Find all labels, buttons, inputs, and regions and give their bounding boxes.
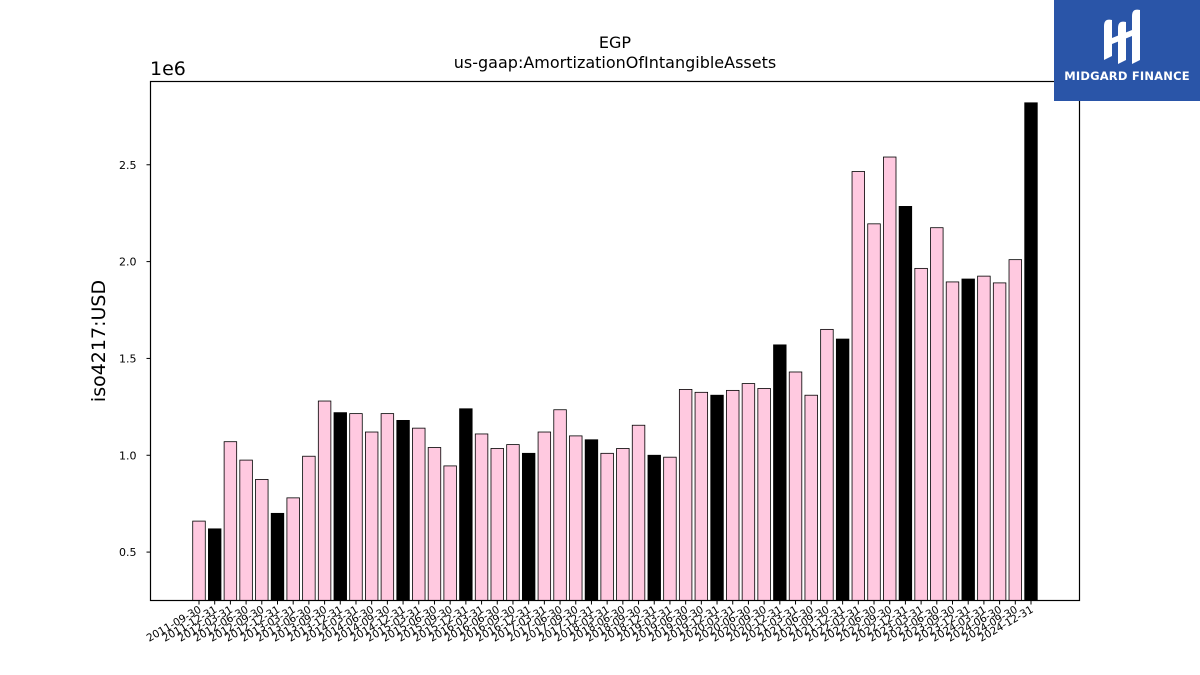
bar-2014-06-30 [364,431,379,601]
bars-group [192,102,1038,601]
bar-2022-03-31 [851,171,865,601]
bar-2015-03-31 [412,427,426,601]
bar-2019-09-30 [694,391,709,601]
bar-2018-03-31 [600,452,614,601]
bar-2015-09-30 [443,465,457,601]
bar-2024-12-31 [1024,102,1038,601]
bar-2023-06-30 [930,227,944,601]
bar-2017-03-31 [537,431,552,601]
bar-2020-09-30 [757,388,771,601]
bar-2020-03-31 [726,389,740,601]
y-tick-label: 0.5 [119,546,137,559]
plot-frame [149,80,1081,602]
bar-2018-09-30 [631,424,646,601]
bar-2016-12-31 [521,452,536,601]
y-tick-label: 2.0 [119,256,137,269]
bar-2019-06-30 [678,389,693,601]
bar-2013-03-31 [286,497,300,601]
bar-2014-03-31 [349,413,363,601]
midgard-logo-icon [1104,9,1140,65]
bar-2015-12-31 [459,408,473,601]
bar-2024-06-30 [992,282,1007,601]
bar-2022-12-31 [898,206,913,601]
bar-2023-12-31 [961,278,975,601]
bar-2013-12-31 [333,412,347,601]
bar-2011-09-30 [192,520,206,601]
y-axis-label: iso4217:USD [88,280,110,402]
bar-2020-06-30 [741,383,756,601]
y-tick-label: 1.0 [119,449,137,462]
bar-2013-06-30 [302,455,316,601]
bar-2020-12-31 [773,344,787,601]
bar-2024-09-30 [1008,259,1022,601]
bar-2017-12-31 [584,439,599,601]
x-ticks-group: 2011-09-302011-12-312012-03-312012-06-30… [145,600,1036,645]
bar-2016-06-30 [490,448,504,601]
bar-2021-12-31 [835,338,850,601]
bar-2012-09-30 [255,479,269,601]
chart-subtitle: us-gaap:AmortizationOfIntangibleAssets [454,53,776,72]
bar-2016-09-30 [506,444,520,601]
bar-2013-09-30 [317,400,332,601]
bar-2022-09-30 [883,156,897,601]
bar-2021-09-30 [820,328,834,601]
y-offset-label: 1e6 [150,58,186,80]
bar-2023-09-30 [945,281,960,601]
bar-2018-06-30 [616,448,630,601]
bar-2014-12-31 [396,419,410,601]
bar-2015-06-30 [427,447,442,601]
bar-2021-03-31 [788,371,803,601]
bar-2014-09-30 [380,413,395,601]
bar-2017-06-30 [553,409,567,601]
bar-2019-12-31 [710,394,724,601]
bar-2016-03-31 [474,433,489,601]
bar-2012-12-31 [270,512,285,601]
bar-2019-03-31 [663,456,677,601]
bar-2024-03-31 [977,275,991,601]
logo-text: MIDGARD FINANCE [1064,69,1190,83]
y-tick-label: 2.5 [119,159,137,172]
bar-2012-03-31 [223,441,238,601]
bar-2018-12-31 [647,454,661,601]
bar-2023-03-31 [914,267,928,601]
bar-2012-06-30 [239,459,253,601]
y-tick-label: 1.5 [119,352,137,365]
bar-2017-09-30 [569,435,583,601]
bar-2021-06-30 [804,394,818,601]
midgard-finance-logo: MIDGARD FINANCE [1054,0,1200,101]
bar-2022-06-30 [867,223,881,601]
y-ticks-group: 0.5 1.0 1.5 2.0 2.5 [119,159,151,559]
bar-2011-12-31 [208,528,222,601]
chart-title: EGP [599,33,632,52]
